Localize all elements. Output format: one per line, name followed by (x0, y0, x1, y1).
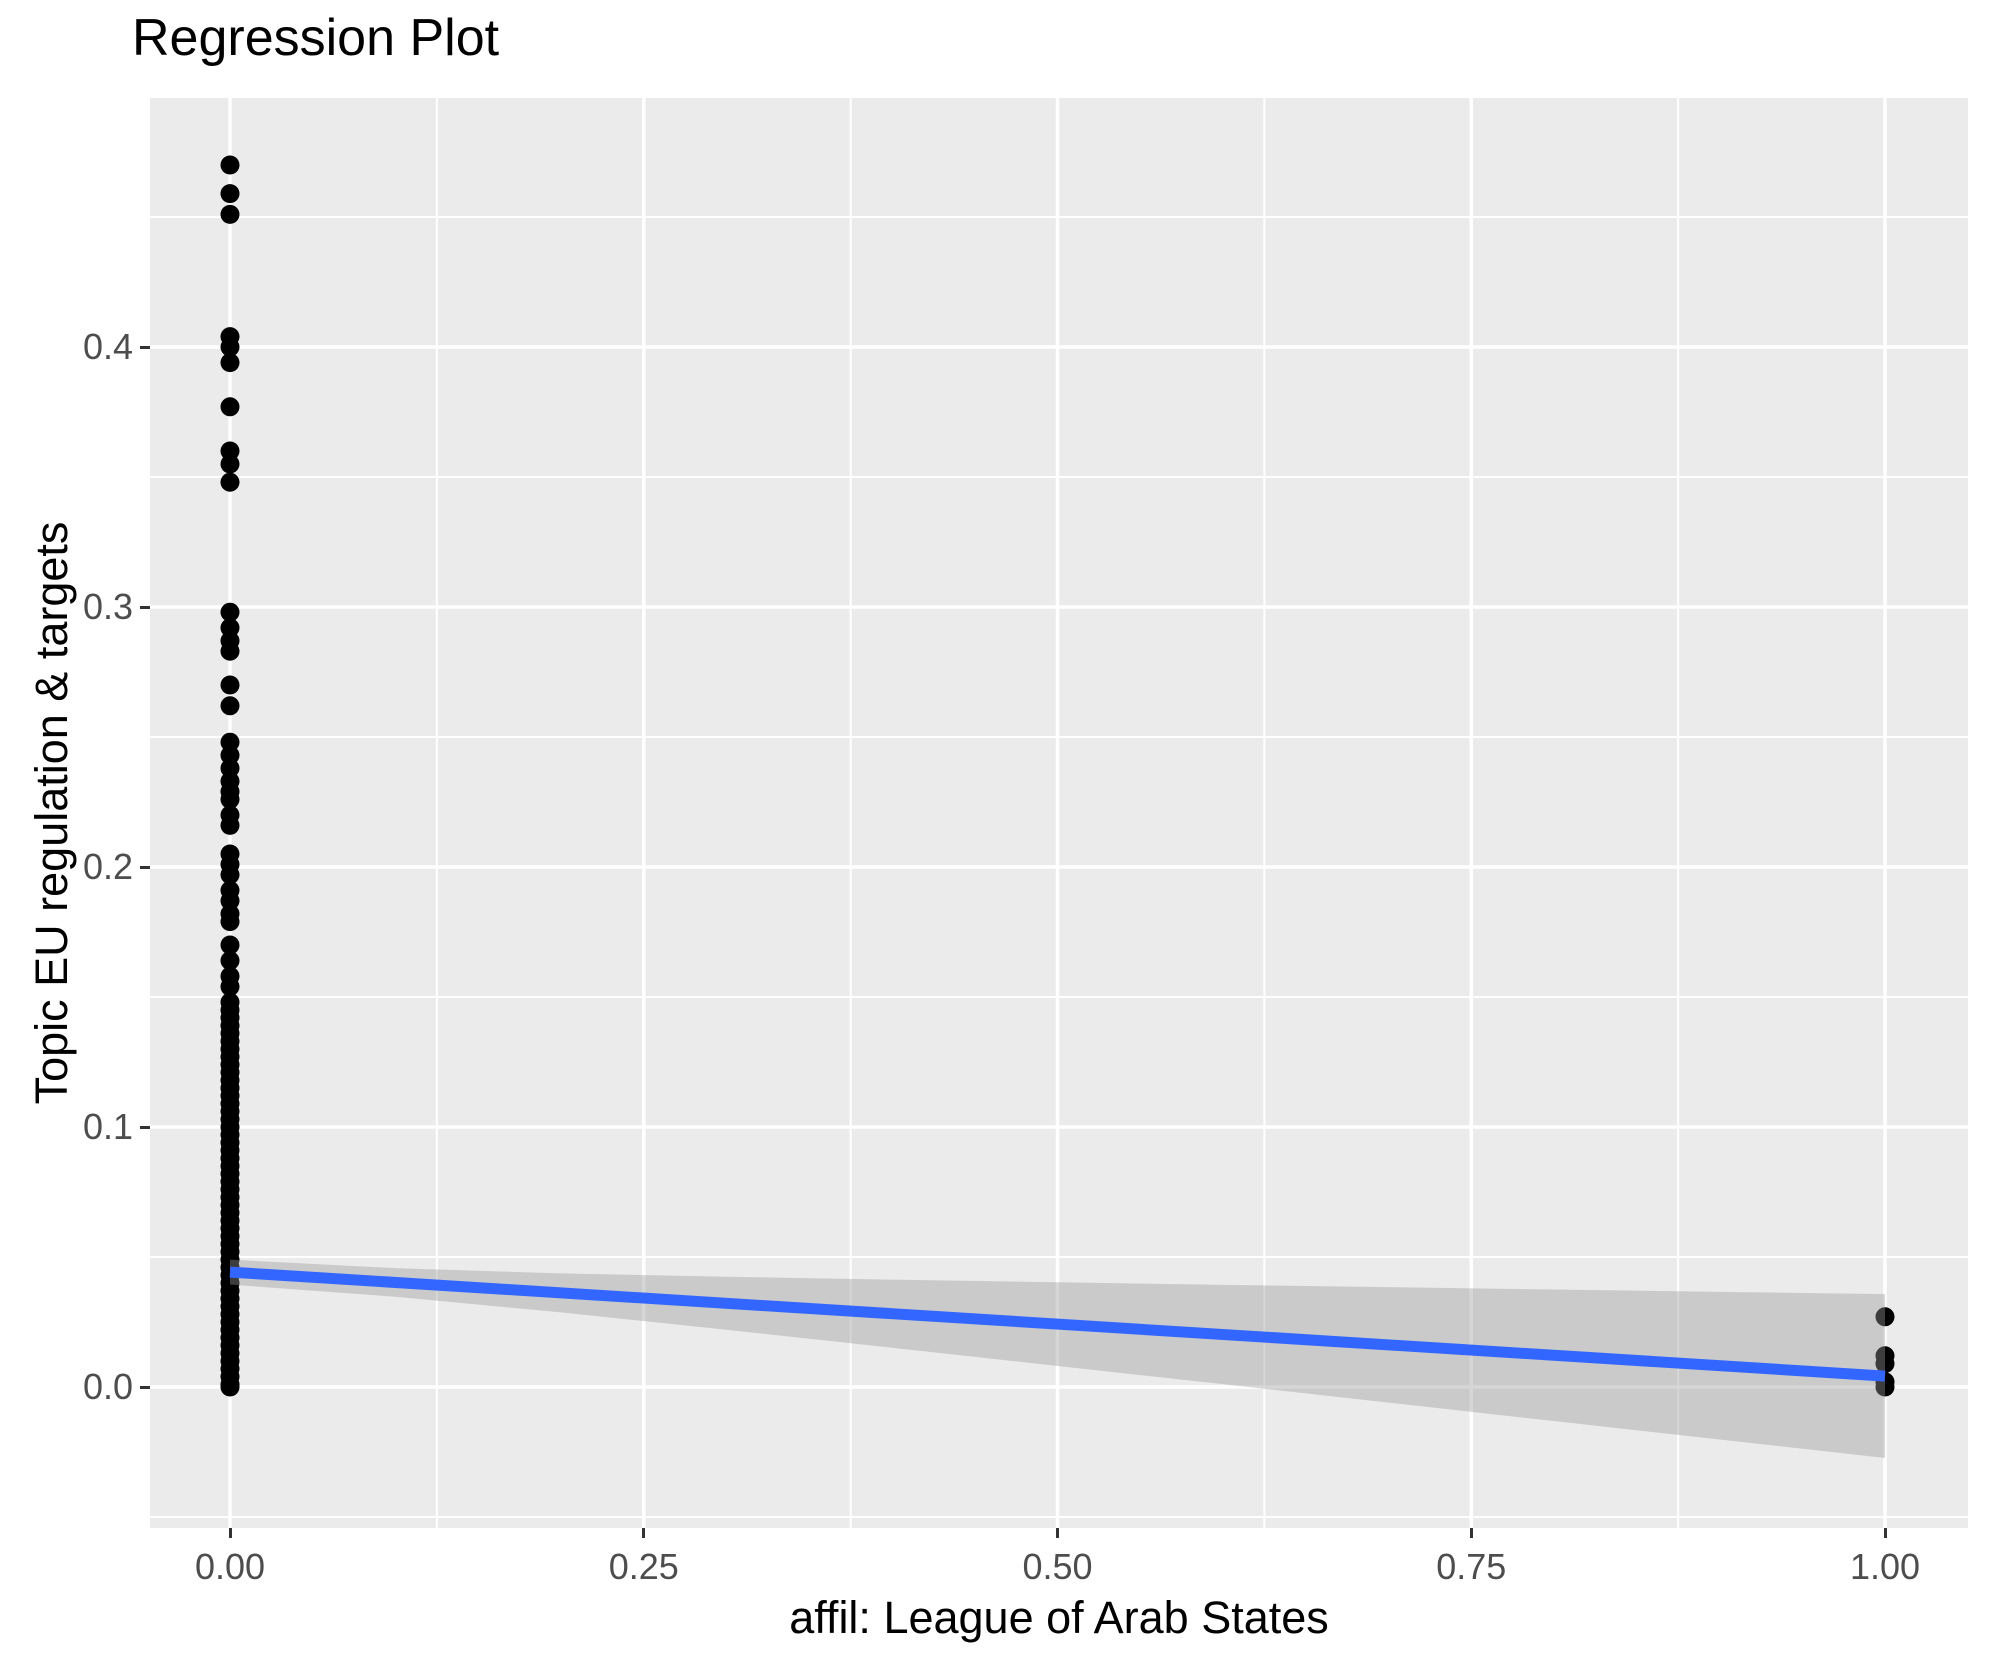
data-point (220, 204, 240, 224)
y-tick-mark (140, 1125, 150, 1129)
x-tick-mark (1883, 1528, 1887, 1538)
x-tick-label: 0.50 (1022, 1546, 1093, 1587)
data-point (1875, 1307, 1895, 1327)
data-point (220, 935, 240, 955)
y-tick-mark (140, 865, 150, 869)
y-tick-label: 0.4 (82, 326, 133, 367)
data-point (220, 696, 240, 716)
x-tick-mark (1056, 1528, 1059, 1538)
data-point (220, 618, 240, 638)
data-point (220, 912, 240, 932)
regression-line (229, 1266, 1886, 1382)
data-point (220, 472, 240, 492)
data-point (220, 641, 240, 661)
y-tick-label: 0.0 (82, 1366, 133, 1407)
x-tick-label: 0.75 (1436, 1546, 1507, 1587)
x-tick-label: 0.00 (194, 1546, 266, 1587)
y-tick-mark (140, 605, 150, 609)
x-tick-mark (1469, 1528, 1473, 1538)
y-tick-mark (140, 1385, 150, 1389)
data-point (220, 353, 240, 373)
y-axis-title: Topic EU regulation & targets (26, 521, 77, 1105)
confidence-band (230, 1259, 1885, 1458)
data-point (220, 337, 240, 357)
data-point (220, 789, 240, 809)
plot-title: Regression Plot (132, 9, 500, 67)
x-tick-label: 1.00 (1849, 1546, 1921, 1587)
data-point (220, 675, 240, 695)
data-point (220, 951, 240, 971)
plot-canvas (150, 98, 1968, 1528)
plot-panel (150, 98, 1968, 1528)
data-point (220, 1377, 240, 1397)
y-tick-label: 0.2 (82, 846, 133, 887)
data-point (220, 977, 240, 997)
data-point (220, 815, 240, 835)
data-point (1875, 1354, 1895, 1374)
data-point (220, 891, 240, 911)
data-point (220, 454, 240, 474)
y-tick-label: 0.1 (82, 1106, 133, 1147)
x-tick-label: 0.25 (608, 1546, 679, 1587)
data-point (220, 745, 240, 765)
data-point (220, 732, 240, 752)
x-tick-mark (228, 1528, 232, 1538)
data-point (220, 397, 240, 417)
data-point (1875, 1377, 1895, 1397)
y-tick-label: 0.3 (82, 586, 133, 627)
data-point (220, 184, 240, 204)
y-tick-mark (140, 345, 150, 349)
data-point (220, 602, 240, 622)
x-axis-title: affil: League of Arab States (789, 1592, 1329, 1643)
data-point (220, 758, 240, 778)
data-point (220, 441, 240, 461)
data-point (220, 865, 240, 885)
data-point (220, 155, 240, 175)
x-tick-mark (642, 1528, 646, 1538)
